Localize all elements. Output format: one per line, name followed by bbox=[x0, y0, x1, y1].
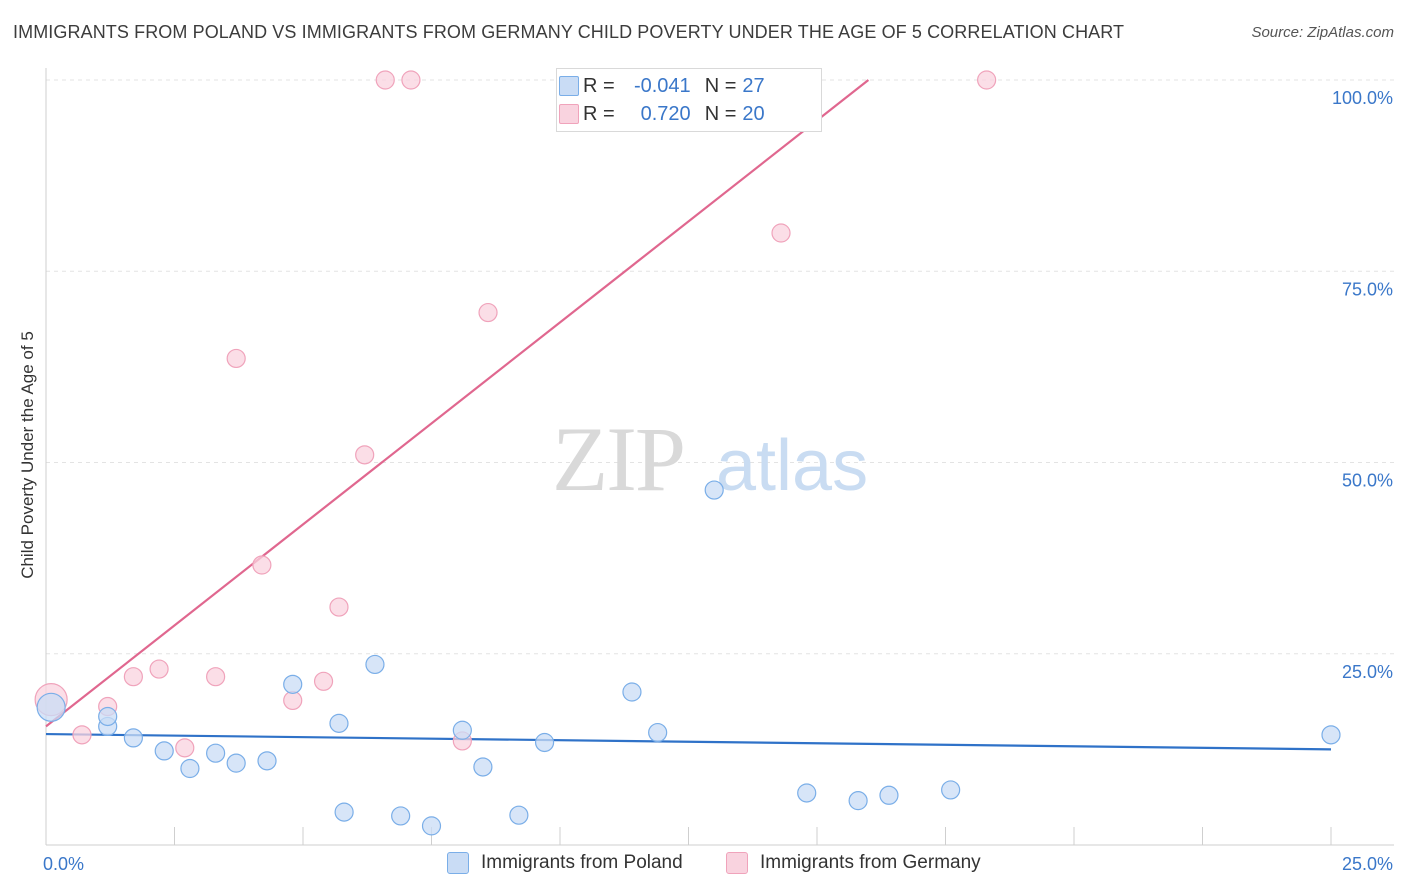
legend-row-poland: R = -0.041 N = 27 bbox=[559, 73, 765, 99]
source-label: Source: ZipAtlas.com bbox=[1251, 24, 1394, 41]
point-poland bbox=[941, 780, 961, 800]
correlation-legend: R = -0.041 N = 27 R = 0.720 N = 20 bbox=[556, 68, 822, 132]
legend-n-label: N = bbox=[704, 74, 737, 97]
point-poland bbox=[98, 706, 118, 727]
legend-swatch-poland bbox=[559, 76, 579, 96]
y-tick-label: 75.0% bbox=[1342, 279, 1393, 299]
trend-line-poland bbox=[45, 732, 1332, 751]
legend-row-germany: R = 0.720 N = 20 bbox=[559, 101, 765, 127]
point-poland bbox=[180, 758, 200, 779]
point-poland bbox=[648, 722, 668, 743]
legend-r-label: R = bbox=[583, 102, 615, 125]
watermark-atlas: atlas bbox=[716, 426, 868, 506]
point-poland bbox=[879, 785, 899, 805]
point-germany bbox=[283, 690, 303, 711]
point-poland bbox=[334, 802, 354, 822]
gridlines bbox=[46, 79, 1394, 655]
legend-n-value: 20 bbox=[742, 102, 765, 125]
legend-swatch-germany bbox=[726, 852, 748, 874]
chart-title: IMMIGRANTS FROM POLAND VS IMMIGRANTS FRO… bbox=[13, 22, 1125, 42]
point-poland bbox=[36, 692, 66, 722]
point-poland bbox=[365, 654, 385, 675]
watermark-zip: ZIP bbox=[552, 408, 684, 510]
tick-labels: 25.0% 50.0% 75.0% 100.0% 0.0% 25.0% bbox=[43, 88, 1393, 874]
point-poland bbox=[226, 753, 246, 773]
point-poland bbox=[452, 720, 472, 740]
point-poland bbox=[123, 728, 143, 748]
point-germany bbox=[175, 738, 195, 758]
point-germany bbox=[206, 667, 226, 687]
point-poland bbox=[154, 741, 174, 761]
legend-item-poland: Immigrants from Poland bbox=[447, 852, 683, 874]
legend-swatch-poland bbox=[447, 852, 469, 874]
point-poland bbox=[534, 732, 555, 753]
point-germany bbox=[123, 667, 143, 687]
series-legend: Immigrants from Poland Immigrants from G… bbox=[0, 852, 1406, 878]
x-tick-label: 0.0% bbox=[43, 854, 84, 874]
point-poland bbox=[473, 757, 493, 777]
data-points bbox=[34, 70, 1341, 836]
legend-r-label: R = bbox=[583, 74, 615, 97]
point-poland bbox=[1321, 725, 1341, 745]
point-germany bbox=[329, 597, 349, 617]
x-tick-label: 25.0% bbox=[1342, 854, 1393, 874]
point-poland bbox=[329, 713, 349, 733]
point-poland bbox=[421, 816, 442, 836]
point-poland bbox=[206, 743, 226, 763]
point-germany bbox=[771, 223, 791, 243]
point-germany bbox=[313, 671, 334, 691]
y-tick-label: 50.0% bbox=[1342, 471, 1393, 491]
point-poland bbox=[797, 783, 817, 803]
point-germany bbox=[977, 70, 997, 90]
point-germany bbox=[401, 70, 421, 90]
point-poland bbox=[622, 682, 642, 702]
point-poland bbox=[509, 805, 529, 825]
legend-label-poland: Immigrants from Poland bbox=[481, 852, 683, 873]
point-germany bbox=[355, 445, 375, 465]
point-poland bbox=[257, 751, 277, 771]
point-germany bbox=[375, 70, 395, 90]
legend-item-germany: Immigrants from Germany bbox=[726, 852, 981, 874]
legend-r-value: 0.720 bbox=[640, 102, 691, 125]
legend-n-value: 27 bbox=[742, 74, 765, 97]
point-poland bbox=[283, 674, 303, 694]
y-tick-label: 25.0% bbox=[1342, 662, 1393, 682]
point-poland bbox=[848, 791, 868, 811]
trend-line-germany bbox=[45, 79, 870, 728]
point-germany bbox=[252, 555, 272, 575]
point-germany bbox=[226, 348, 246, 369]
point-germany bbox=[149, 659, 169, 679]
legend-label-germany: Immigrants from Germany bbox=[760, 852, 981, 873]
trend-lines bbox=[45, 79, 1332, 751]
legend-r-value: -0.041 bbox=[633, 74, 691, 97]
point-germany bbox=[72, 725, 92, 745]
point-germany bbox=[478, 302, 498, 323]
point-poland bbox=[391, 806, 411, 826]
y-tick-label: 100.0% bbox=[1332, 88, 1393, 108]
legend-n-label: N = bbox=[704, 102, 737, 125]
point-poland bbox=[704, 480, 724, 500]
legend-swatch-germany bbox=[559, 104, 579, 124]
